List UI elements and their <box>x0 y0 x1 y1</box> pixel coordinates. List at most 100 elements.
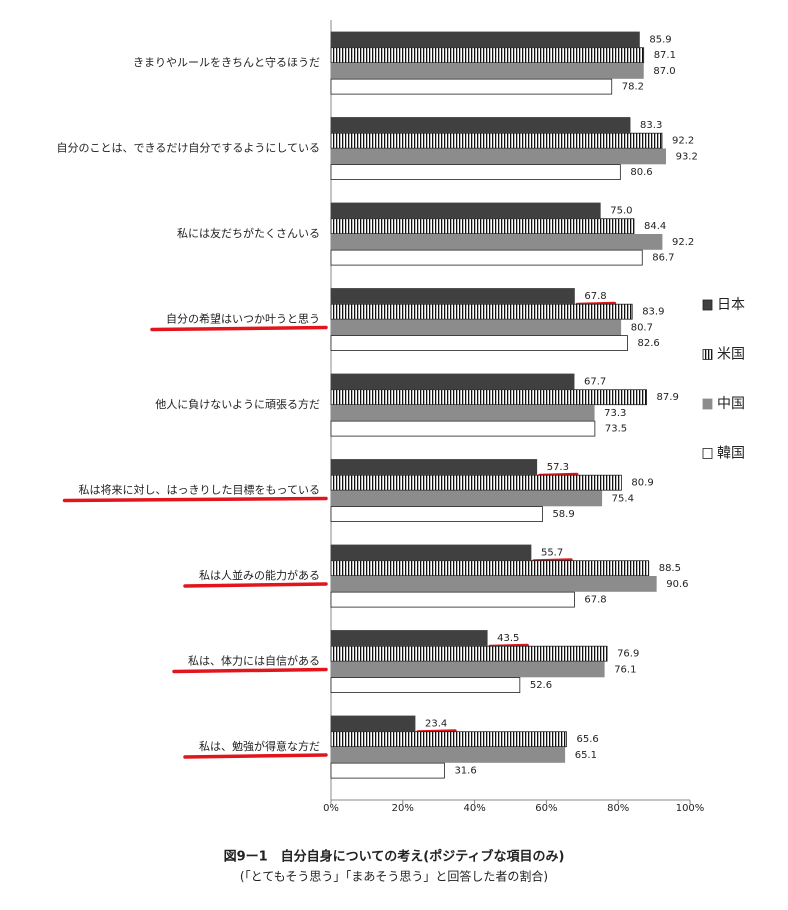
value-label: 80.9 <box>631 478 653 489</box>
legend-swatch <box>702 448 713 459</box>
bar <box>330 202 601 219</box>
bar <box>330 459 538 475</box>
legend-swatch <box>702 349 713 360</box>
highlight-underline <box>183 753 328 759</box>
bar <box>330 117 631 133</box>
legend-swatch <box>702 398 713 410</box>
value-label: 86.7 <box>652 253 674 264</box>
x-tick-label: 80% <box>607 803 629 814</box>
category-label: きまりやルールをきちんと守るほうだ <box>133 55 320 69</box>
x-tick-label: 60% <box>535 803 557 814</box>
bar <box>330 31 640 48</box>
category-label: 私は将来に対し、はっきりした目標をもっている <box>79 483 320 497</box>
value-label: 78.2 <box>622 82 644 93</box>
value-label: 67.7 <box>584 377 606 388</box>
value-label: 87.0 <box>653 66 675 77</box>
bar <box>330 303 633 320</box>
category-label: 私は、勉強が得意な方だ <box>199 739 320 753</box>
value-label: 67.8 <box>584 291 606 302</box>
value-label: 90.6 <box>666 579 688 590</box>
bar <box>330 490 603 507</box>
highlight-underline <box>150 325 328 332</box>
value-label: 80.6 <box>630 167 652 178</box>
value-label: 92.2 <box>672 136 694 147</box>
highlight-underline <box>172 667 328 674</box>
legend-label: 中国 <box>717 396 745 412</box>
value-label: 84.4 <box>644 221 666 232</box>
bar <box>330 560 650 577</box>
value-label: 88.5 <box>659 563 681 574</box>
bar <box>330 132 663 149</box>
category-label: 私には友だちがたくさんいる <box>177 226 320 240</box>
value-label: 31.6 <box>454 766 476 777</box>
value-label: 75.0 <box>610 206 632 217</box>
value-label: 43.5 <box>497 633 519 644</box>
bar <box>330 591 575 608</box>
bar <box>330 420 596 437</box>
highlight-underline <box>183 582 328 588</box>
value-label: 52.6 <box>530 680 552 691</box>
bar <box>330 506 543 523</box>
value-label: 75.4 <box>612 493 634 504</box>
value-label: 83.3 <box>640 120 662 131</box>
bar <box>330 164 621 181</box>
category-label: 自分の希望はいつか叶うと思う <box>166 312 320 326</box>
bar <box>330 731 567 748</box>
x-tick-label: 40% <box>463 803 485 814</box>
value-label: 92.2 <box>672 237 694 248</box>
bar <box>330 148 666 165</box>
bar <box>330 218 635 235</box>
value-label: 76.1 <box>614 664 636 675</box>
value-label: 82.6 <box>638 338 660 349</box>
value-label: 73.3 <box>604 408 626 419</box>
bar <box>330 715 416 732</box>
bar <box>330 63 644 79</box>
bar <box>330 677 521 693</box>
x-tick-label: 0% <box>323 803 339 814</box>
bar <box>330 630 488 646</box>
value-label: 87.9 <box>657 392 679 403</box>
bar <box>330 47 645 64</box>
bar <box>330 78 613 95</box>
value-label: 73.5 <box>605 424 627 435</box>
bar <box>330 319 622 336</box>
chart-subtitle: (「とてもそう思う」「まあそう思う」と回答した者の割合) <box>240 869 548 884</box>
category-label: 他人に負けないように頑張る方だ <box>155 397 320 411</box>
value-label: 23.4 <box>425 719 447 730</box>
value-label: 83.9 <box>642 307 664 318</box>
legend-label: 米国 <box>717 347 745 363</box>
value-label: 58.9 <box>552 509 574 520</box>
bar <box>330 645 608 662</box>
bar <box>330 576 657 592</box>
bar <box>330 389 647 406</box>
x-tick-label: 20% <box>392 803 414 814</box>
bar <box>330 661 605 678</box>
bar <box>330 474 622 491</box>
bar <box>330 373 575 390</box>
value-label: 55.7 <box>541 548 563 559</box>
value-label: 85.9 <box>649 35 671 46</box>
value-label: 57.3 <box>547 462 569 473</box>
value-label: 87.1 <box>654 50 676 61</box>
category-label: 自分のことは、できるだけ自分でするようにしている <box>57 142 320 155</box>
legend-swatch <box>702 299 713 311</box>
value-label: 65.1 <box>575 750 597 761</box>
bar <box>330 233 663 250</box>
value-label: 67.8 <box>584 595 606 606</box>
bar <box>330 249 643 266</box>
legend-label: 日本 <box>717 297 745 313</box>
bar <box>330 404 595 421</box>
chart-title: 図9ー1 自分自身についての考え(ポジティブな項目のみ) <box>224 849 565 865</box>
value-label: 93.2 <box>676 151 698 162</box>
bar <box>330 288 575 304</box>
bar <box>330 747 566 763</box>
highlight-underline <box>62 496 328 503</box>
x-tick-label: 100% <box>676 803 705 814</box>
value-label: 65.6 <box>577 734 599 745</box>
bar <box>330 335 628 352</box>
value-label: 80.7 <box>631 322 653 333</box>
legend-label: 韓国 <box>717 446 745 462</box>
value-label: 76.9 <box>617 649 639 660</box>
category-label: 私は人並みの能力がある <box>199 568 320 582</box>
